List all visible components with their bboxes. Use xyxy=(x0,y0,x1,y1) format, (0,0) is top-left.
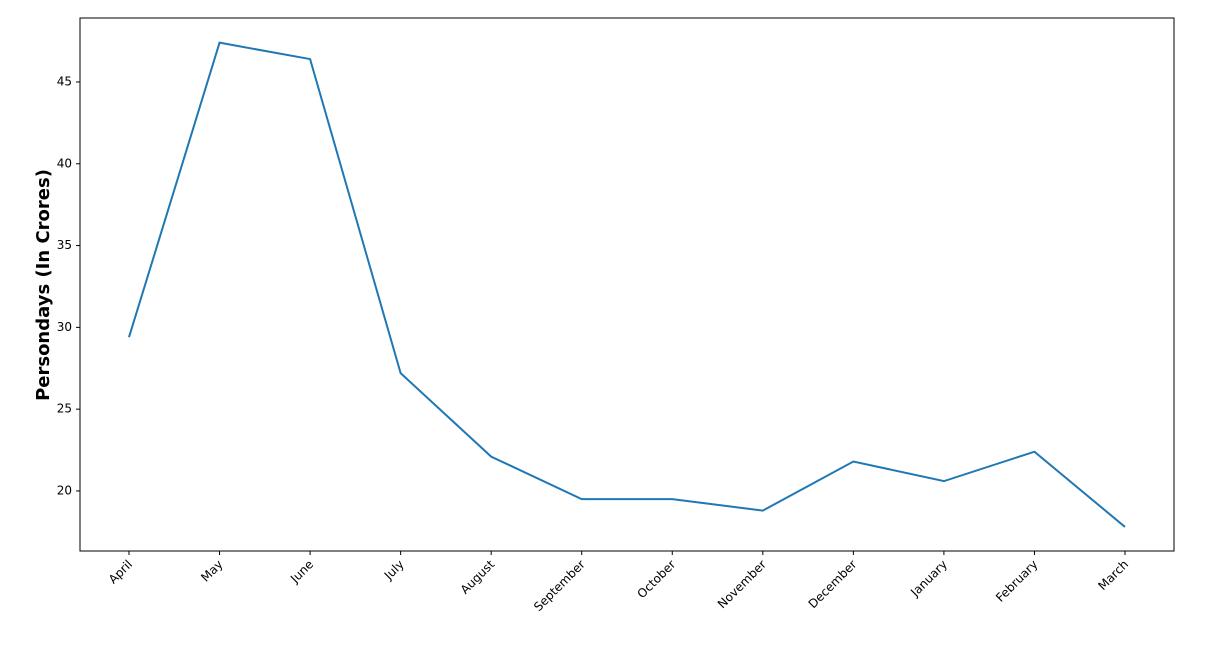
y-tick-label: 20 xyxy=(57,483,72,497)
x-tick-label: December xyxy=(806,557,860,611)
x-tick-label: May xyxy=(198,557,225,584)
x-tick-label: January xyxy=(907,557,950,600)
data-line xyxy=(128,41,1126,528)
x-tick-label: June xyxy=(287,557,316,586)
y-tick-label: 35 xyxy=(57,238,72,252)
x-tick-label: February xyxy=(993,557,1041,605)
x-tick-label: August xyxy=(458,557,498,597)
y-tick-label: 30 xyxy=(57,320,72,334)
plot-frame xyxy=(79,17,1175,552)
x-tick-label: March xyxy=(1095,557,1131,593)
x-tick-label: October xyxy=(635,557,679,601)
x-tick-label: April xyxy=(106,557,135,586)
x-tick-label: November xyxy=(715,557,769,611)
y-tick-label: 25 xyxy=(57,402,72,416)
y-tick-label: 40 xyxy=(57,156,72,170)
x-tick-label: July xyxy=(381,557,407,583)
y-tick-label: 45 xyxy=(57,74,72,88)
y-axis-label: Persondays (In Crores) xyxy=(33,169,54,401)
x-tick-label: September xyxy=(531,557,588,614)
